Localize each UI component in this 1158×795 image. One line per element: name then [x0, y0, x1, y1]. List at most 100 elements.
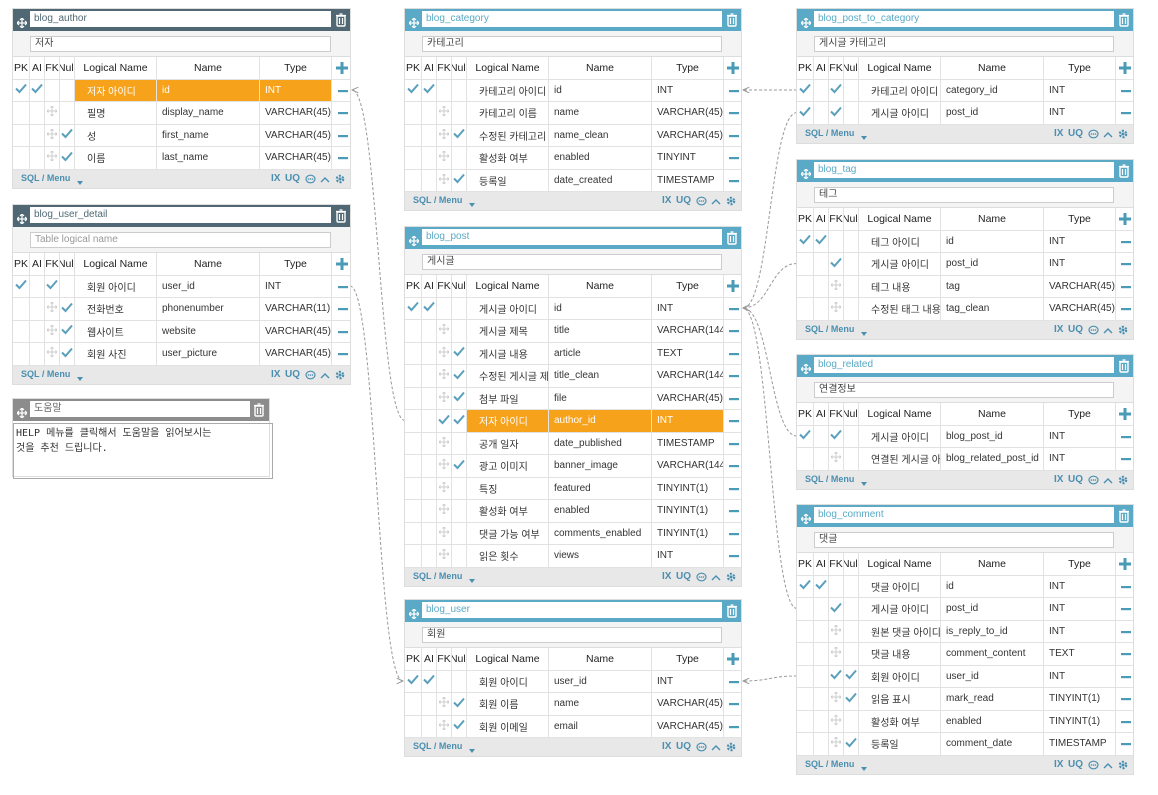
- remove-column-button[interactable]: [338, 132, 348, 143]
- column-name[interactable]: enabled: [549, 500, 652, 522]
- column-type[interactable]: VARCHAR(45): [652, 102, 724, 124]
- remove-column-button[interactable]: [729, 132, 739, 143]
- column-name[interactable]: id: [549, 79, 652, 101]
- column-logical[interactable]: 회원 이름: [467, 693, 549, 715]
- column-logical[interactable]: 연결된 게시글 아이: [859, 448, 941, 470]
- column-type[interactable]: INT: [1044, 598, 1116, 620]
- column-logical[interactable]: 등록일: [859, 733, 941, 755]
- delete-button[interactable]: [1118, 164, 1130, 183]
- column-logical[interactable]: 카테고리 아이디: [859, 79, 941, 101]
- column-type[interactable]: TIMESTAMP: [652, 169, 724, 191]
- column-type[interactable]: INT: [652, 79, 724, 101]
- sql-menu-button[interactable]: SQL / Menu: [413, 195, 463, 205]
- column-logical[interactable]: 회원 사진: [75, 343, 157, 365]
- table-logical-name[interactable]: 테그: [814, 187, 1114, 203]
- index-button[interactable]: IX: [271, 172, 281, 184]
- add-column-button[interactable]: [336, 62, 348, 77]
- index-button[interactable]: IX: [1054, 323, 1064, 335]
- column-type[interactable]: VARCHAR(11): [260, 298, 332, 320]
- sql-menu-button[interactable]: SQL / Menu: [413, 570, 463, 581]
- settings-button[interactable]: [1118, 760, 1128, 772]
- table-name[interactable]: blog_user: [422, 602, 722, 618]
- comment-button[interactable]: [1088, 129, 1099, 141]
- column-logical[interactable]: 특징: [467, 477, 549, 499]
- column-name[interactable]: name_clean: [549, 124, 652, 146]
- column-type[interactable]: TINYINT(1): [652, 477, 724, 499]
- remove-column-button[interactable]: [1121, 650, 1131, 661]
- column-name[interactable]: user_picture: [157, 343, 260, 365]
- comment-button[interactable]: [1088, 325, 1099, 337]
- column-type[interactable]: VARCHAR(45): [260, 320, 332, 342]
- column-logical[interactable]: 웹사이트: [75, 320, 157, 342]
- delete-button[interactable]: [253, 403, 265, 422]
- column-type[interactable]: INT: [260, 275, 332, 297]
- column-name[interactable]: id: [157, 79, 260, 101]
- table-logical-name[interactable]: 회원: [422, 627, 722, 643]
- column-type[interactable]: VARCHAR(45): [1044, 275, 1116, 297]
- remove-column-button[interactable]: [729, 440, 739, 451]
- sql-menu-button[interactable]: SQL / Menu: [413, 741, 463, 751]
- column-logical[interactable]: 게시글 아이디: [859, 102, 941, 124]
- column-type[interactable]: VARCHAR(45): [260, 124, 332, 146]
- comment-button[interactable]: [696, 196, 707, 208]
- column-type[interactable]: INT: [652, 545, 724, 567]
- column-name[interactable]: featured: [549, 477, 652, 499]
- table-logical-placeholder[interactable]: Table logical name: [30, 232, 331, 248]
- unique-button[interactable]: UQ: [1068, 127, 1083, 139]
- settings-button[interactable]: [1118, 129, 1128, 141]
- add-column-button[interactable]: [1119, 213, 1131, 228]
- column-logical[interactable]: 수정된 태그 내용: [859, 298, 941, 320]
- settings-button[interactable]: [726, 742, 736, 754]
- remove-column-button[interactable]: [729, 507, 739, 518]
- comment-button[interactable]: [696, 572, 707, 584]
- index-button[interactable]: IX: [1054, 127, 1064, 139]
- collapse-button[interactable]: [711, 197, 721, 207]
- delete-button[interactable]: [1118, 359, 1130, 378]
- settings-button[interactable]: [1118, 475, 1128, 487]
- table-logical-name[interactable]: 카테고리: [422, 36, 722, 52]
- unique-button[interactable]: UQ: [285, 172, 300, 184]
- column-name[interactable]: comments_enabled: [549, 522, 652, 544]
- column-name[interactable]: date_published: [549, 432, 652, 454]
- table-name[interactable]: blog_related: [814, 357, 1114, 373]
- column-type[interactable]: INT: [652, 410, 724, 432]
- delete-button[interactable]: [726, 604, 738, 623]
- column-name[interactable]: last_name: [157, 147, 260, 169]
- column-type[interactable]: VARCHAR(45): [652, 387, 724, 409]
- column-logical[interactable]: 테그 아이디: [859, 230, 941, 252]
- add-column-button[interactable]: [336, 258, 348, 273]
- column-logical[interactable]: 활성화 여부: [859, 710, 941, 732]
- column-type[interactable]: INT: [1044, 425, 1116, 447]
- remove-column-button[interactable]: [729, 485, 739, 496]
- unique-button[interactable]: UQ: [676, 195, 691, 206]
- column-logical[interactable]: 게시글 내용: [467, 342, 549, 364]
- collapse-button[interactable]: [1103, 326, 1113, 336]
- sql-menu-button[interactable]: SQL / Menu: [21, 368, 71, 379]
- delete-button[interactable]: [726, 231, 738, 250]
- add-column-button[interactable]: [727, 653, 739, 668]
- column-name[interactable]: name: [549, 102, 652, 124]
- column-name[interactable]: date_created: [549, 169, 652, 191]
- table-name[interactable]: blog_category: [422, 11, 722, 27]
- column-type[interactable]: VARCHAR(45): [260, 102, 332, 124]
- column-type[interactable]: INT: [1044, 230, 1116, 252]
- column-type[interactable]: VARCHAR(45): [652, 124, 724, 146]
- column-name[interactable]: id: [941, 230, 1044, 252]
- column-name[interactable]: display_name: [157, 102, 260, 124]
- column-logical[interactable]: 게시글 아이디: [467, 297, 549, 319]
- column-type[interactable]: TEXT: [1044, 643, 1116, 665]
- column-logical[interactable]: 게시글 아이디: [859, 425, 941, 447]
- column-logical[interactable]: 활성화 여부: [467, 147, 549, 169]
- settings-button[interactable]: [726, 196, 736, 208]
- comment-button[interactable]: [305, 370, 316, 382]
- column-logical[interactable]: 카테고리 이름: [467, 102, 549, 124]
- table-logical-name[interactable]: 게시글 카테고리: [814, 36, 1114, 52]
- column-type[interactable]: TIMESTAMP: [1044, 733, 1116, 755]
- column-name[interactable]: user_id: [157, 275, 260, 297]
- index-button[interactable]: IX: [662, 195, 672, 206]
- collapse-button[interactable]: [1103, 476, 1113, 486]
- remove-column-button[interactable]: [729, 723, 739, 734]
- column-name[interactable]: is_reply_to_id: [941, 620, 1044, 642]
- collapse-button[interactable]: [711, 573, 721, 583]
- column-logical[interactable]: 이름: [75, 147, 157, 169]
